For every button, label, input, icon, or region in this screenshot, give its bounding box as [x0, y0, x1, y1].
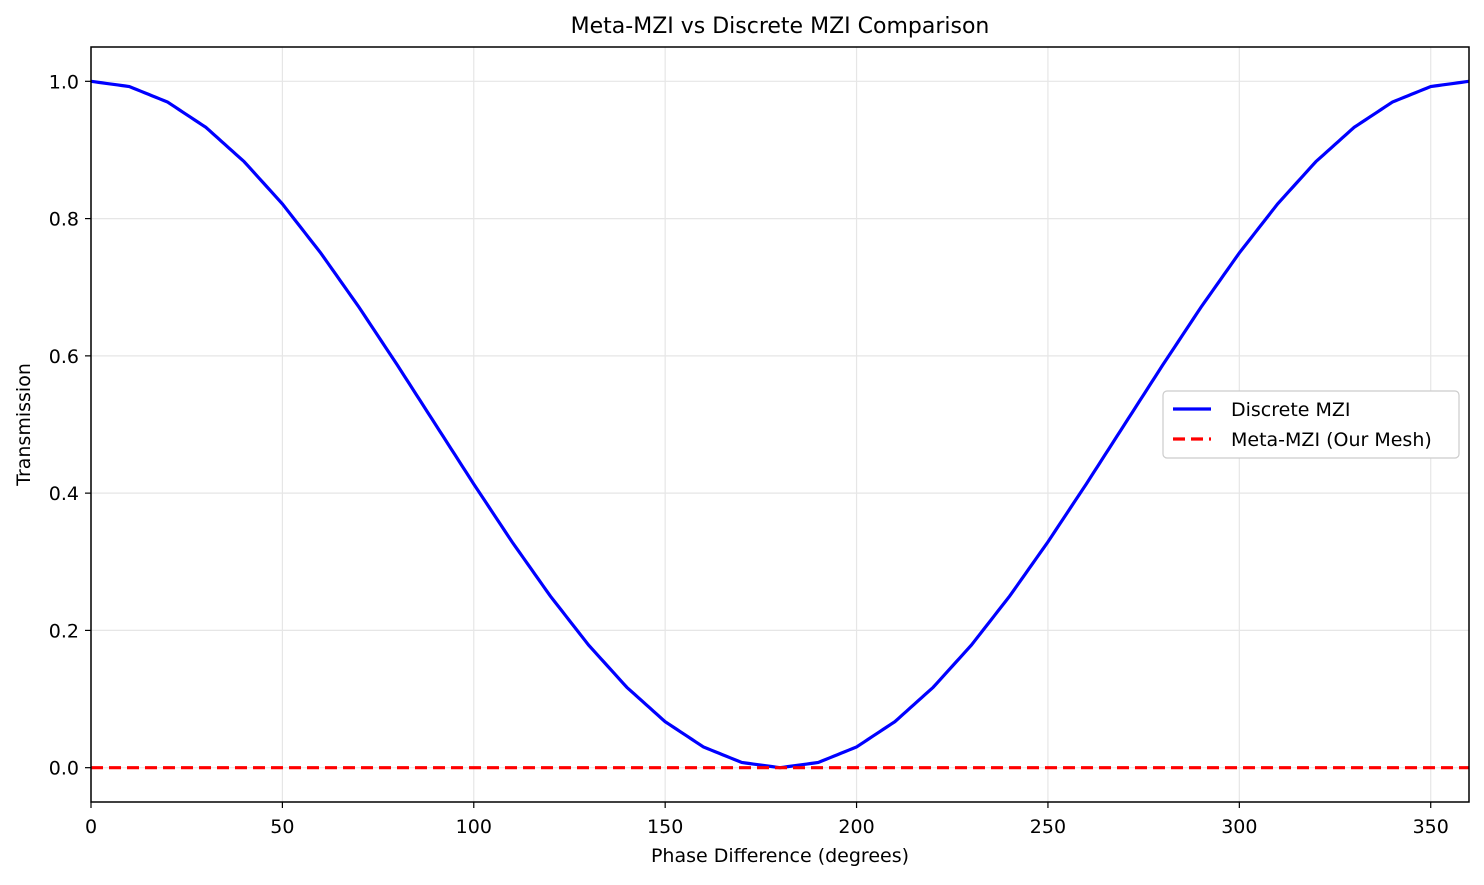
x-axis-label: Phase Difference (degrees)	[651, 845, 909, 867]
y-tick-label-0: 0.0	[49, 758, 79, 780]
y-tick-label-2: 0.4	[49, 483, 79, 505]
legend: Discrete MZI Meta-MZI (Our Mesh)	[1162, 390, 1460, 459]
y-axis-label: Transmission	[13, 363, 35, 487]
y-tick-label-1: 0.2	[49, 620, 79, 642]
x-tick-label-1: 50	[270, 816, 294, 838]
x-tick-label-0: 0	[85, 816, 97, 838]
legend-box	[1162, 390, 1460, 459]
x-tick-label-7: 350	[1413, 816, 1449, 838]
plot-frame	[90, 46, 1470, 803]
grid-layer	[90, 47, 1469, 802]
y-tick-label-5: 1.0	[49, 71, 79, 93]
x-tick-label-4: 200	[838, 816, 874, 838]
x-tick-label-6: 300	[1221, 816, 1257, 838]
series-layer	[90, 79, 1470, 770]
y-tick-label-4: 0.8	[49, 209, 79, 231]
legend-label-1: Meta-MZI (Our Mesh)	[1231, 429, 1432, 451]
legend-label-0: Discrete MZI	[1231, 399, 1351, 421]
x-tick-label-2: 100	[456, 816, 492, 838]
chart-title: Meta-MZI vs Discrete MZI Comparison	[571, 14, 990, 39]
tick-layer: 0 50 100 150 200 250 300 350 0.0 0.2 0.4 0.6 0.8 1.0	[49, 71, 1449, 838]
y-tick-label-3: 0.6	[49, 346, 79, 368]
x-tick-label-5: 250	[1030, 816, 1066, 838]
x-tick-label-3: 150	[647, 816, 683, 838]
